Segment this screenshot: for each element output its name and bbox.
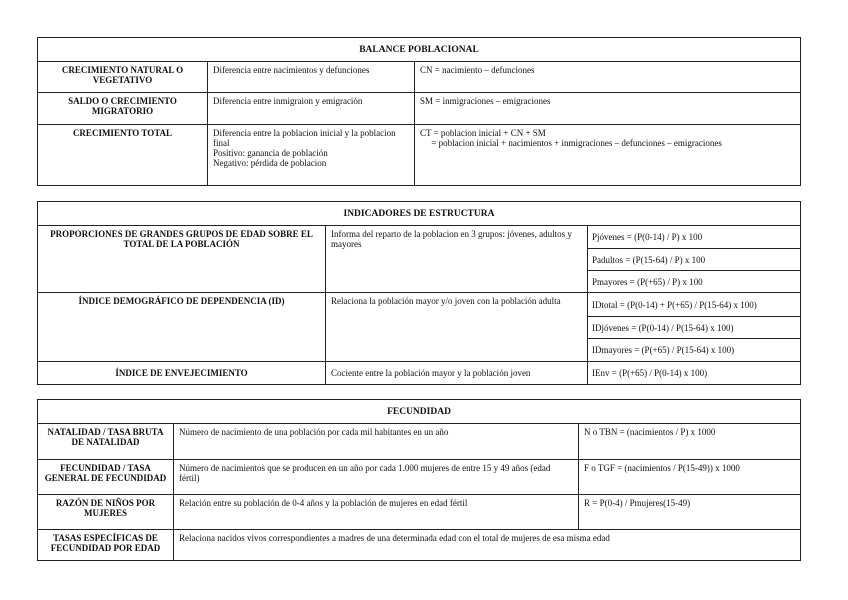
- table-row: ÍNDICE DEMOGRÁFICO DE DEPENDENCIA (ID) R…: [37, 292, 801, 362]
- concept-cell: FECUNDIDAD / TASA GENERAL DE FECUNDIDAD: [37, 459, 174, 495]
- description-cell: Cociente entre la población mayor y la p…: [325, 361, 588, 385]
- formula-cell: IDtotal = (P(0-14) + P(+65) / P(15-64) x…: [587, 292, 801, 317]
- formula-cell: Pjóvenes = (P(0-14) / P) x 100: [587, 225, 801, 249]
- description-cell: Relaciona la población mayor y/o joven c…: [325, 292, 588, 362]
- concept-cell: SALDO O CRECIMIENTO MIGRATORIO: [37, 92, 208, 125]
- description-cell: Diferencia entre inmigraion y emigración: [207, 92, 415, 125]
- formula-cell: CT = poblacion inicial + CN + SM = pobla…: [414, 124, 801, 186]
- formula-cell: R = P(0-4) / Pmujeres(15-49): [578, 494, 801, 530]
- description-cell: Informa del reparto de la poblacion en 3…: [325, 225, 588, 293]
- table-title: FECUNDIDAD: [37, 399, 801, 424]
- concept-cell: CRECIMIENTO TOTAL: [37, 124, 208, 186]
- description-cell: Relaciona nacidos vivos correspondientes…: [173, 529, 801, 561]
- concept-cell: PROPORCIONES DE GRANDES GRUPOS DE EDAD S…: [37, 225, 326, 293]
- formula-cell: F o TGF = (nacimientos / P(15-49)) x 100…: [578, 459, 801, 495]
- table-row: FECUNDIDAD / TASA GENERAL DE FECUNDIDAD …: [37, 459, 801, 495]
- formula-cell: Padultos = (P(15-64) / P) x 100: [587, 248, 801, 271]
- table-row: CRECIMIENTO NATURAL O VEGETATIVO Diferen…: [37, 61, 801, 93]
- formula-cell: SM = inmigraciones – emigraciones: [414, 92, 801, 125]
- table-row: TASAS ESPECÍFICAS DE FECUNDIDAD POR EDAD…: [37, 529, 801, 561]
- table-row: PROPORCIONES DE GRANDES GRUPOS DE EDAD S…: [37, 225, 801, 293]
- concept-cell: ÍNDICE DE ENVEJECIMIENTO: [37, 361, 326, 385]
- fecundidad-table: FECUNDIDAD NATALIDAD / TASA BRUTA DE NAT…: [37, 399, 801, 561]
- table-row: ÍNDICE DE ENVEJECIMIENTO Cociente entre …: [37, 361, 801, 385]
- table-row: SALDO O CRECIMIENTO MIGRATORIO Diferenci…: [37, 92, 801, 125]
- formula-cell: CN = nacimiento – defunciones: [414, 61, 801, 93]
- indicadores-estructura-table: INDICADORES DE ESTRUCTURA PROPORCIONES D…: [37, 201, 801, 385]
- concept-cell: NATALIDAD / TASA BRUTA DE NATALIDAD: [37, 423, 174, 460]
- concept-cell: CRECIMIENTO NATURAL O VEGETATIVO: [37, 61, 208, 93]
- formula-cell: IEnv = (P(+65) / P(0-14) x 100): [587, 361, 801, 385]
- description-cell: Relación entre su población de 0-4 años …: [173, 494, 579, 530]
- formula-cell: IDmayores = (P(+65) / P(15-64) x 100): [587, 338, 801, 362]
- description-cell: Diferencia entre nacimientos y defuncion…: [207, 61, 415, 93]
- table-title: INDICADORES DE ESTRUCTURA: [37, 201, 801, 226]
- table-row: CRECIMIENTO TOTAL Diferencia entre la po…: [37, 124, 801, 186]
- balance-poblacional-table: BALANCE POBLACIONAL CRECIMIENTO NATURAL …: [37, 37, 801, 186]
- formula-cell: Pmayores = (P(+65) / P) x 100: [587, 270, 801, 293]
- table-title: BALANCE POBLACIONAL: [37, 37, 801, 62]
- concept-cell: RAZÓN DE NIÑOS POR MUJERES: [37, 494, 174, 530]
- description-cell: Número de nacimientos que se producen en…: [173, 459, 579, 495]
- description-cell: Número de nacimiento de una población po…: [173, 423, 579, 460]
- table-row: RAZÓN DE NIÑOS POR MUJERES Relación entr…: [37, 494, 801, 530]
- formula-cell: IDjóvenes = (P(0-14) / P(15-64) x 100): [587, 316, 801, 339]
- description-cell: Diferencia entre la poblacion inicial y …: [207, 124, 415, 186]
- concept-cell: ÍNDICE DEMOGRÁFICO DE DEPENDENCIA (ID): [37, 292, 326, 362]
- concept-cell: TASAS ESPECÍFICAS DE FECUNDIDAD POR EDAD: [37, 529, 174, 561]
- table-row: NATALIDAD / TASA BRUTA DE NATALIDAD Núme…: [37, 423, 801, 460]
- formula-cell: N o TBN = (nacimientos / P) x 1000: [578, 423, 801, 460]
